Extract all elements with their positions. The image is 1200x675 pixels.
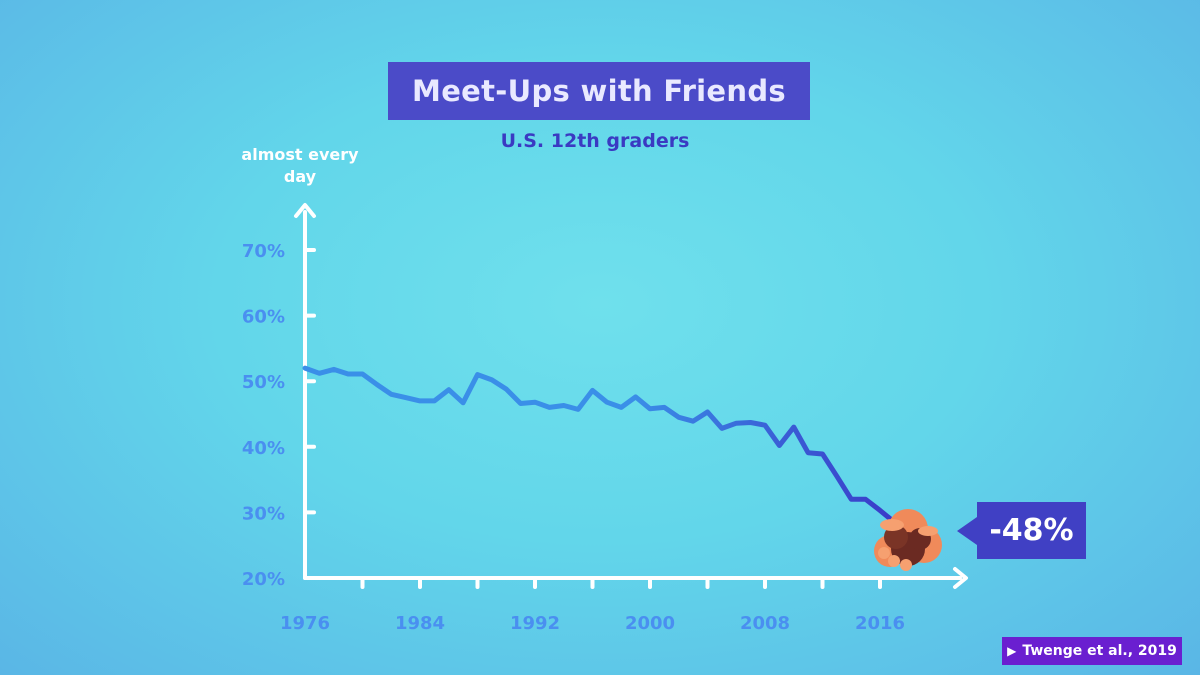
change-badge: -48% xyxy=(977,502,1086,559)
handshake-icon xyxy=(874,509,942,571)
chart-series xyxy=(302,365,897,525)
chart-title-box: Meet-Ups with Friends xyxy=(388,62,810,120)
x-tick-label: 1992 xyxy=(510,613,560,634)
x-tick-label: 1976 xyxy=(280,613,330,634)
y-tick-label: 70% xyxy=(242,241,285,262)
y-tick-label: 50% xyxy=(242,372,285,393)
chart-subtitle: U.S. 12th graders xyxy=(500,130,690,152)
x-tick-label: 1984 xyxy=(395,613,445,634)
citation-text: Twenge et al., 2019 xyxy=(1022,643,1177,659)
y-axis-arrow xyxy=(294,203,316,218)
x-axis-arrow xyxy=(953,567,968,589)
x-tick-label: 2000 xyxy=(625,613,675,634)
chart-axes xyxy=(294,203,968,589)
chart-ticks: 20% 30% 40% 50% 60% 70% 1976 1984 1992 2000 2008 20… xyxy=(242,241,905,634)
citation-link[interactable]: ▶ Twenge et al., 2019 xyxy=(1002,637,1182,665)
play-icon: ▶ xyxy=(1007,644,1017,658)
x-tick-label: 2016 xyxy=(855,613,905,634)
y-tick-label: 30% xyxy=(242,503,285,524)
chart-title: Meet-Ups with Friends xyxy=(412,74,786,108)
series-line xyxy=(302,365,897,525)
y-axis-label: almost every day xyxy=(241,145,359,186)
y-tick-label: 20% xyxy=(242,569,285,590)
x-tick-label: 2008 xyxy=(740,613,790,634)
y-tick-label: 60% xyxy=(242,307,285,328)
badge-pointer xyxy=(957,517,977,545)
y-tick-label: 40% xyxy=(242,438,285,459)
